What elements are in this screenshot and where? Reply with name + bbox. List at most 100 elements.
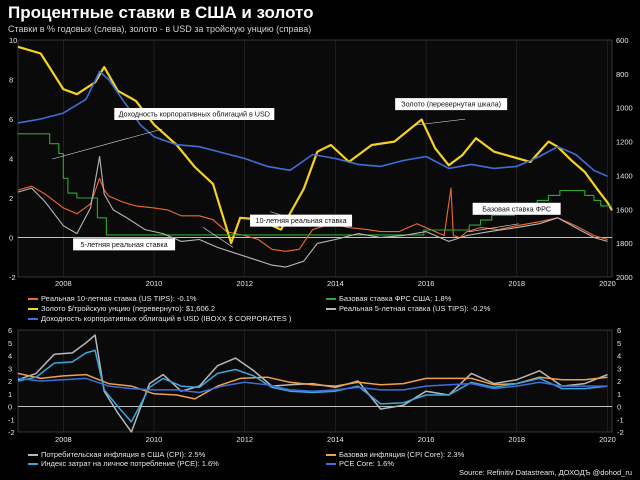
legend-label: Доходность корпоративных облигаций в USD… (41, 314, 292, 323)
y-right-tick-label: -2 (617, 428, 624, 437)
legend-label: Базовая инфляция (CPI Core): 2.3% (339, 450, 465, 459)
y-left-tick-label: -1 (8, 415, 15, 424)
annotation-label: 10-летняя реальная ставка (256, 216, 347, 225)
legend-label: PCE Core: 1.6% (339, 459, 395, 468)
x-tick-label: 2008 (55, 435, 72, 444)
y-right-tick-label: 2000 (616, 273, 633, 282)
annotation-box (250, 214, 353, 227)
annotation-leader (52, 128, 163, 160)
legend-swatch (28, 297, 38, 300)
legend-swatch (28, 307, 38, 310)
annotation-leader (468, 223, 519, 233)
y-right-tick-label: 5 (617, 339, 621, 348)
y-left-tick-label: 5 (8, 339, 12, 348)
x-tick-label: 2016 (418, 435, 435, 444)
legend-item-cpi: Потребительская инфляция в США (CPI): 2.… (28, 450, 205, 459)
y-right-tick-label: 6 (617, 326, 621, 335)
y-left-tick-label: 1 (8, 390, 12, 399)
x-tick-label: 2018 (508, 435, 525, 444)
series-line-green (18, 133, 612, 236)
legend-swatch (28, 453, 38, 456)
y-left-tick-label: 8 (9, 76, 13, 85)
legend-item-pce-core: PCE Core: 1.6% (326, 459, 394, 468)
series-line-gray (17, 155, 608, 268)
y-left-tick-label: 0 (9, 234, 13, 243)
legend-swatch (326, 462, 336, 465)
y-right-tick-label: 0 (617, 403, 621, 412)
y-left-tick-label: 0 (8, 403, 12, 412)
y-right-tick-label: 800 (616, 70, 629, 79)
legend-item-fed: Базовая ставка ФРС США: 1.8% (326, 294, 451, 303)
x-tick-label: 2010 (146, 435, 163, 444)
chart-title: Процентные ставки в США и золото (8, 3, 314, 22)
legend-item-real5: Реальная 5-летная ставка (US TIPS): -0.2… (326, 304, 490, 313)
legend-item-corp: Доходность корпоративных облигаций в USD… (28, 314, 291, 323)
x-tick-label: 2018 (508, 279, 525, 288)
y-right-tick-label: 1000 (616, 104, 633, 113)
y-right-tick-label: 1400 (616, 171, 633, 180)
annotation-box (395, 98, 508, 111)
annotation-label: Базовая ставка ФРС (482, 204, 551, 213)
series-line-blue (17, 377, 608, 394)
y-right-tick-label: 4 (617, 352, 621, 361)
y-left-tick-label: 2 (9, 194, 13, 203)
legend-item-gold: Золото $/тройскую унцию (перевернуто): $… (28, 304, 215, 313)
y-left-tick-label: 10 (9, 36, 17, 45)
y-left-tick-label: -2 (9, 273, 16, 282)
y-right-tick-label: 2 (617, 377, 621, 386)
annotation-leader (415, 118, 466, 126)
annotation-label: Золото (перевернутая шкала) (401, 100, 501, 109)
legend-swatch (326, 297, 336, 300)
source-note: Source: Refinitiv Datastream, ДОХОДЪ @do… (458, 468, 632, 477)
y-right-tick-label: 1 (617, 390, 621, 399)
y-right-tick-label: 1200 (616, 138, 633, 147)
legend-item-cpi-core: Базовая инфляция (CPI Core): 2.3% (326, 450, 464, 459)
legend-swatch (326, 307, 336, 310)
series-line-gray (17, 334, 608, 433)
x-tick-label: 2012 (236, 435, 253, 444)
y-left-tick-label: 4 (8, 352, 12, 361)
y-left-tick-label: 6 (8, 326, 12, 335)
annotation-label: 5-летняя реальная ставка (81, 240, 168, 249)
series-line-blue (17, 70, 608, 178)
series-line-orange (17, 177, 608, 252)
annotation-box (114, 108, 275, 120)
legend-label: Реальная 5-летная ставка (US TIPS): -0.2… (339, 304, 491, 313)
plot-area-bottom (17, 329, 613, 433)
series-line-lightorange (17, 372, 608, 400)
y-left-tick-label: 4 (9, 155, 13, 164)
y-right-tick-label: -1 (617, 415, 624, 424)
legend-swatch (28, 317, 38, 320)
y-right-tick-label: 1800 (616, 239, 633, 248)
legend-label: Реальная 10-летная ставка (US TIPS): -0.… (41, 294, 197, 303)
legend-swatch (326, 453, 336, 456)
series-line-lightblue (17, 349, 608, 423)
y-right-tick-label: 1600 (616, 205, 633, 214)
y-left-tick-label: 6 (9, 115, 13, 124)
x-tick-label: 2010 (146, 279, 163, 288)
x-tick-label: 2012 (236, 279, 253, 288)
legend-item-real10: Реальная 10-летная ставка (US TIPS): -0.… (28, 294, 197, 303)
y-right-tick-label: 600 (616, 36, 629, 45)
legend-item-pce: Индекс затрат на личное потребление (PCE… (28, 459, 219, 468)
annotation-box (73, 238, 176, 251)
x-tick-label: 2014 (327, 279, 344, 288)
chart-subtitle: Ставки в % годовых (слева), золото - в U… (8, 24, 312, 34)
y-right-tick-label: 3 (617, 364, 621, 373)
annotation-label: Доходность корпоративных облигаций в USD (119, 110, 270, 119)
legend-swatch (28, 462, 38, 465)
x-tick-label: 2008 (55, 279, 72, 288)
legend-label: Базовая ставка ФРС США: 1.8% (339, 294, 452, 303)
y-left-tick-label: -2 (8, 428, 15, 437)
legend-label: Золото $/тройскую унцию (перевернуто): $… (41, 304, 216, 313)
y-left-tick-label: 3 (8, 364, 12, 373)
y-left-tick-label: 2 (8, 377, 12, 386)
annotation-leader (202, 227, 234, 248)
legend-label: Потребительская инфляция в США (CPI): 2.… (41, 450, 206, 459)
annotation-box (472, 202, 561, 215)
legend-label: Индекс затрат на личное потребление (PCE… (41, 459, 219, 468)
series-line-gold (17, 45, 613, 245)
x-tick-label: 2020 (599, 435, 616, 444)
x-tick-label: 2020 (599, 279, 616, 288)
